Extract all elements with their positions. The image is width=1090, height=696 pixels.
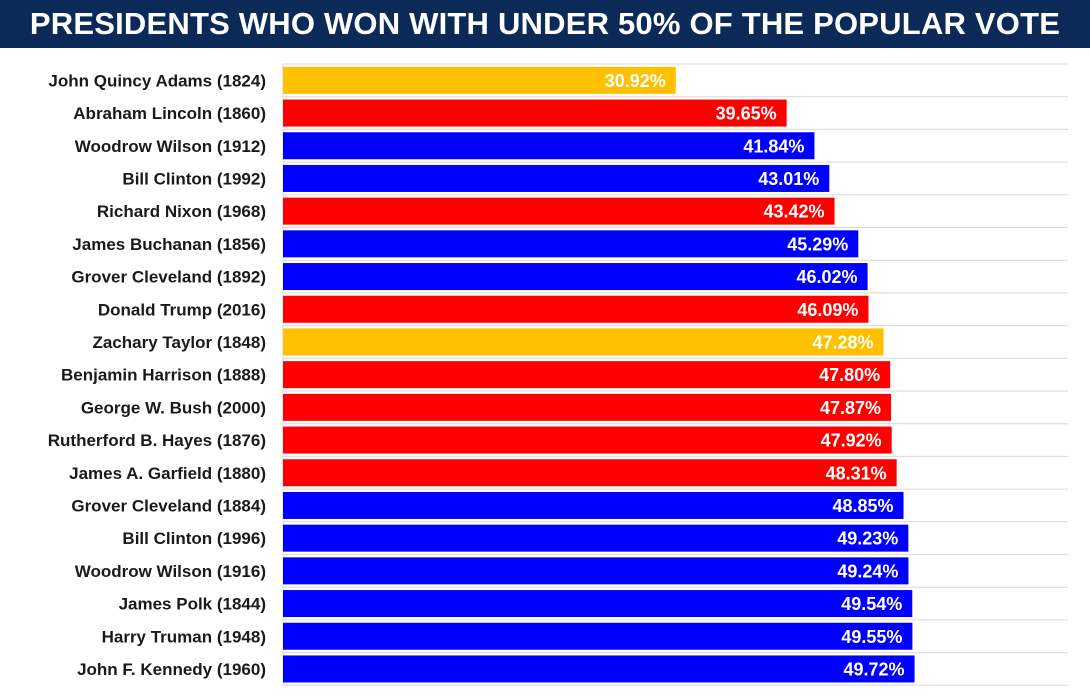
category-label: Rutherford B. Hayes (1876) [48, 431, 266, 450]
title-bar: PRESIDENTS WHO WON WITH UNDER 50% OF THE… [0, 0, 1090, 48]
data-label: 47.92% [821, 431, 882, 451]
data-label: 30.92% [605, 71, 666, 91]
category-label: John Quincy Adams (1824) [48, 71, 266, 90]
bar [283, 491, 904, 519]
category-label: George W. Bush (2000) [81, 398, 266, 417]
data-label: 48.85% [832, 496, 893, 516]
chart-title: PRESIDENTS WHO WON WITH UNDER 50% OF THE… [29, 6, 1061, 41]
data-label: 46.02% [796, 267, 857, 287]
bars: 30.92% 39.65% 41.84% 43.01% 43.42% 45.29% 46.0… [283, 66, 915, 683]
category-label: Zachary Taylor (1848) [92, 333, 266, 352]
category-label: Woodrow Wilson (1912) [75, 137, 266, 156]
data-label: 49.72% [843, 659, 904, 679]
category-label: Woodrow Wilson (1916) [75, 562, 266, 581]
data-label: 48.31% [826, 463, 887, 483]
category-label: Grover Cleveland (1884) [71, 496, 266, 515]
category-label: Benjamin Harrison (1888) [61, 366, 266, 385]
bar [283, 230, 859, 258]
bar [283, 99, 787, 127]
data-label: 41.84% [743, 136, 804, 156]
bar [283, 655, 915, 683]
category-label: Bill Clinton (1996) [122, 529, 266, 548]
data-label: 49.24% [837, 561, 898, 581]
data-label: 43.01% [758, 169, 819, 189]
bar [283, 393, 892, 421]
bar [283, 426, 892, 454]
bar [283, 164, 830, 192]
category-label: Donald Trump (2016) [98, 300, 266, 319]
bar [283, 459, 897, 487]
data-label: 49.23% [837, 529, 898, 549]
category-label: Bill Clinton (1992) [122, 169, 266, 188]
data-label: 47.80% [819, 365, 880, 385]
bar [283, 263, 868, 291]
category-label: Harry Truman (1948) [102, 627, 266, 646]
bar [283, 590, 913, 618]
category-label: Grover Cleveland (1892) [71, 268, 266, 287]
data-label: 47.87% [820, 398, 881, 418]
bar [283, 197, 835, 225]
data-label: 49.54% [841, 594, 902, 614]
category-label: Richard Nixon (1968) [97, 202, 266, 221]
category-label: John F. Kennedy (1960) [77, 660, 266, 679]
bar [283, 132, 815, 160]
grid-lines [282, 63, 1068, 686]
category-label: James Polk (1844) [119, 595, 266, 614]
bar [283, 557, 909, 585]
bar [283, 66, 676, 94]
data-label: 43.42% [763, 202, 824, 222]
bar [283, 328, 884, 356]
bar [283, 524, 909, 552]
data-label: 49.55% [841, 627, 902, 647]
data-label: 45.29% [787, 234, 848, 254]
category-labels: John Quincy Adams (1824) Abraham Lincoln … [48, 71, 266, 679]
bar [283, 361, 891, 389]
category-label: Abraham Lincoln (1860) [73, 104, 266, 123]
category-label: James A. Garfield (1880) [69, 464, 266, 483]
category-label: James Buchanan (1856) [72, 235, 266, 254]
data-label: 39.65% [716, 104, 777, 124]
bar [283, 622, 913, 650]
bar [283, 295, 869, 323]
data-label: 46.09% [797, 300, 858, 320]
data-label: 47.28% [813, 332, 874, 352]
